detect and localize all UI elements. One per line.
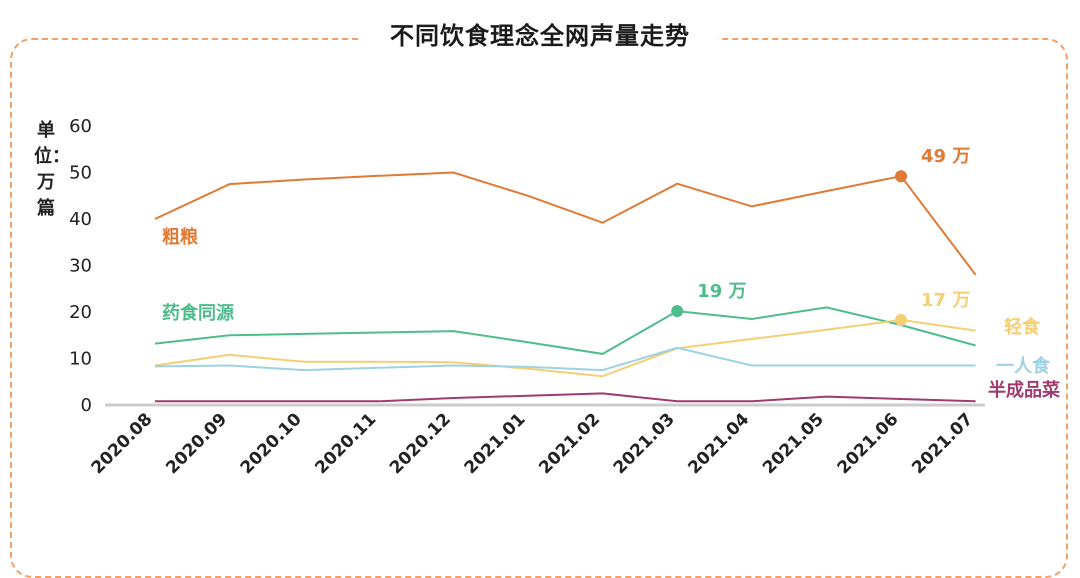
x-tick-label: 2021.01: [461, 409, 530, 478]
x-tick-label: 2021.05: [759, 409, 828, 478]
annotation-label: 49 万: [921, 146, 970, 167]
series-line: [155, 392, 976, 403]
highlight-point: [895, 170, 907, 183]
series-line: [154, 346, 976, 372]
y-tick-label: 50: [69, 163, 92, 184]
title-wrap: 不同饮食理念全网声量走势: [0, 16, 1080, 51]
x-tick-label: 2020.10: [237, 409, 306, 478]
y-tick-label: 60: [69, 116, 92, 137]
x-tick-label: 2020.11: [311, 409, 380, 478]
highlight-point: [895, 313, 907, 326]
x-tick-label: 2021.02: [535, 409, 604, 478]
series-line: [154, 306, 976, 355]
x-tick-label: 2021.04: [684, 409, 753, 478]
y-tick-label: 20: [69, 302, 92, 323]
y-tick-label: 40: [69, 209, 92, 230]
x-tick-label: 2020.09: [162, 409, 231, 478]
y-tick-label: 10: [69, 349, 92, 370]
highlight-point: [671, 305, 684, 318]
series-label: 药食同源: [162, 302, 234, 324]
series-label: 一人食: [996, 355, 1051, 377]
x-tick-label: 2020.08: [88, 409, 157, 478]
annotation-label: 19 万: [697, 281, 746, 302]
series-line: [154, 171, 977, 276]
series-line: [154, 318, 976, 378]
series-label: 轻食: [1004, 316, 1041, 338]
chart-title: 不同饮食理念全网声量走势: [362, 16, 718, 51]
x-tick-label: 2021.03: [610, 409, 679, 478]
series-label: 半成品菜: [988, 379, 1060, 401]
annotation-label: 17 万: [921, 290, 970, 311]
x-tick-label: 2021.07: [908, 409, 977, 478]
series-label: 粗粮: [162, 226, 198, 248]
y-tick-label: 30: [69, 256, 92, 277]
x-tick-label: 2021.06: [834, 409, 903, 478]
y-tick-label: 0: [81, 395, 92, 416]
x-tick-label: 2020.12: [386, 409, 455, 478]
